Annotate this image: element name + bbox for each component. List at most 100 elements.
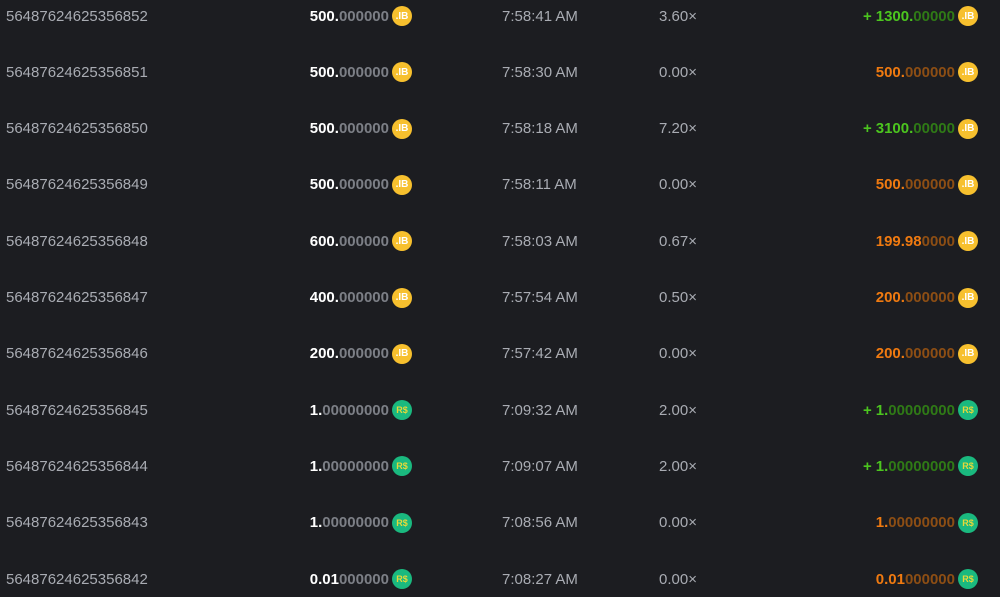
ib-coin-icon: .IB	[958, 287, 978, 308]
robux-coin-icon: R$	[392, 456, 412, 477]
bet-row[interactable]: 56487624625356845 1. 00000000 R$ 7:09:32 A…	[0, 395, 1000, 425]
bet-row[interactable]: 56487624625356852 500. 000000 .IB 7:58:41 …	[0, 1, 1000, 31]
bet-amount: 1. 00000000 R$	[310, 456, 412, 477]
robux-coin-icon: R$	[392, 400, 412, 421]
multiplier: 0.00×	[659, 570, 697, 588]
robux-coin-icon: R$	[392, 512, 412, 533]
bet-amount-decimals: 000000	[338, 345, 389, 363]
ib-coin-icon: .IB	[392, 174, 412, 195]
bet-amount-main: 1.	[309, 401, 323, 419]
ib-coin-icon: .IB	[392, 6, 412, 26]
bet-id[interactable]: 56487624625356846	[6, 345, 148, 363]
payout: +1. 00000000 R$	[862, 456, 978, 477]
bet-time: 7:58:30 AM	[502, 63, 578, 81]
bet-amount-main: 1.	[309, 514, 323, 532]
robux-coin-icon: R$	[958, 569, 978, 589]
payout: +3100. 00000 .IB	[862, 118, 978, 139]
bet-time: 7:57:42 AM	[502, 345, 578, 363]
bet-row[interactable]: 56487624625356848 600. 000000 .IB 7:58:03 …	[0, 226, 1000, 256]
ib-coin-icon: .IB	[392, 343, 412, 364]
bet-amount-decimals: 000000	[338, 120, 389, 138]
bet-row[interactable]: 56487624625356847 400. 000000 .IB 7:57:54 …	[0, 283, 1000, 313]
payout-decimals: 000000	[904, 345, 955, 363]
bet-amount: 500. 000000 .IB	[309, 62, 412, 83]
multiplier: 0.00×	[659, 514, 697, 532]
bet-amount-main: 500.	[309, 63, 339, 81]
bet-amount: 400. 000000 .IB	[310, 287, 412, 308]
bet-amount: 500. 000000 .IB	[309, 118, 412, 139]
payout-main: 200.	[875, 345, 905, 363]
multiplier: 0.00×	[659, 176, 697, 194]
bet-amount-decimals: 000000	[338, 7, 389, 25]
bet-id[interactable]: 56487624625356843	[6, 514, 148, 532]
bet-id[interactable]: 56487624625356848	[6, 232, 148, 250]
multiplier: 2.00×	[659, 401, 697, 419]
multiplier: 7.20×	[659, 120, 697, 138]
payout-decimals: 00000	[913, 7, 955, 25]
bet-time: 7:58:18 AM	[502, 120, 578, 138]
bet-time: 7:57:54 AM	[502, 289, 578, 306]
payout: 1. 00000000 R$	[875, 512, 978, 533]
payout-decimals: 000000	[904, 289, 955, 306]
bet-row[interactable]: 56487624625356849 500. 000000 .IB 7:58:11 …	[0, 170, 1000, 200]
payout-main: 3100.	[875, 120, 914, 138]
bet-amount-decimals: 000000	[338, 176, 389, 194]
payout-decimals: 00000000	[888, 401, 955, 419]
ib-coin-icon: .IB	[392, 287, 412, 308]
payout-decimals: 000000	[904, 63, 955, 81]
payout-sign: +	[862, 7, 872, 25]
payout: 500. 000000 .IB	[876, 174, 978, 195]
ib-coin-icon: .IB	[958, 343, 978, 364]
ib-coin-icon: .IB	[392, 231, 412, 252]
bet-time: 7:08:27 AM	[502, 570, 578, 588]
bet-amount-decimals: 000000	[338, 63, 389, 81]
ib-coin-icon: .IB	[392, 118, 412, 139]
payout-sign: +	[862, 120, 872, 138]
bet-row[interactable]: 56487624625356844 1. 00000000 R$ 7:09:07 A…	[0, 451, 1000, 481]
bet-amount-decimals: 000000	[338, 289, 389, 306]
payout-decimals: 00000000	[888, 514, 955, 532]
payout-main: 1.	[875, 514, 889, 532]
bet-time: 7:58:41 AM	[502, 7, 578, 25]
bet-time: 7:09:07 AM	[502, 457, 578, 475]
bet-amount-decimals: 00000000	[322, 401, 389, 419]
multiplier: 0.67×	[659, 232, 697, 250]
ib-coin-icon: .IB	[958, 174, 978, 195]
multiplier: 0.00×	[659, 63, 697, 81]
bet-amount-main: 500.	[309, 120, 339, 138]
payout-decimals: 000000	[904, 570, 955, 588]
bet-amount-main: 0.01	[309, 570, 339, 588]
robux-coin-icon: R$	[958, 512, 978, 533]
bet-id[interactable]: 56487624625356852	[6, 7, 148, 25]
bet-id[interactable]: 56487624625356845	[6, 401, 148, 419]
payout: +1300. 00000 .IB	[863, 6, 978, 26]
bet-row[interactable]: 56487624625356842 0.01 000000 R$ 7:08:27 A…	[0, 564, 1000, 594]
payout-main: 200.	[875, 289, 905, 306]
bet-row[interactable]: 56487624625356846 200. 000000 .IB 7:57:42 …	[0, 339, 1000, 369]
bet-id[interactable]: 56487624625356844	[6, 457, 148, 475]
payout-main: 0.01	[875, 570, 905, 588]
payout-main: 1300.	[875, 7, 914, 25]
robux-coin-icon: R$	[958, 456, 978, 477]
bet-amount: 0.01 000000 R$	[310, 569, 412, 589]
payout: 200. 000000 .IB	[875, 287, 978, 308]
bet-amount: 1. 00000000 R$	[309, 400, 412, 421]
bet-id[interactable]: 56487624625356849	[6, 176, 148, 194]
bet-row[interactable]: 56487624625356843 1. 00000000 R$ 7:08:56 A…	[0, 508, 1000, 538]
ib-coin-icon: .IB	[392, 62, 412, 83]
bet-row[interactable]: 56487624625356850 500. 000000 .IB 7:58:18 …	[0, 114, 1000, 144]
payout-sign: +	[862, 457, 872, 475]
multiplier: 0.00×	[659, 345, 697, 363]
bet-id[interactable]: 56487624625356842	[6, 570, 148, 588]
bet-row[interactable]: 56487624625356851 500. 000000 .IB 7:58:30 …	[0, 57, 1000, 87]
bet-id[interactable]: 56487624625356847	[6, 289, 148, 306]
bet-id[interactable]: 56487624625356851	[6, 63, 148, 81]
bet-amount-decimals: 000000	[338, 232, 389, 250]
bet-amount-main: 500.	[309, 176, 339, 194]
multiplier: 3.60×	[659, 7, 697, 25]
bet-amount-decimals: 00000000	[322, 514, 389, 532]
payout: 199.98 0000 .IB	[876, 231, 978, 252]
payout: 200. 000000 .IB	[875, 343, 978, 364]
robux-coin-icon: R$	[392, 569, 412, 589]
bet-id[interactable]: 56487624625356850	[6, 120, 148, 138]
